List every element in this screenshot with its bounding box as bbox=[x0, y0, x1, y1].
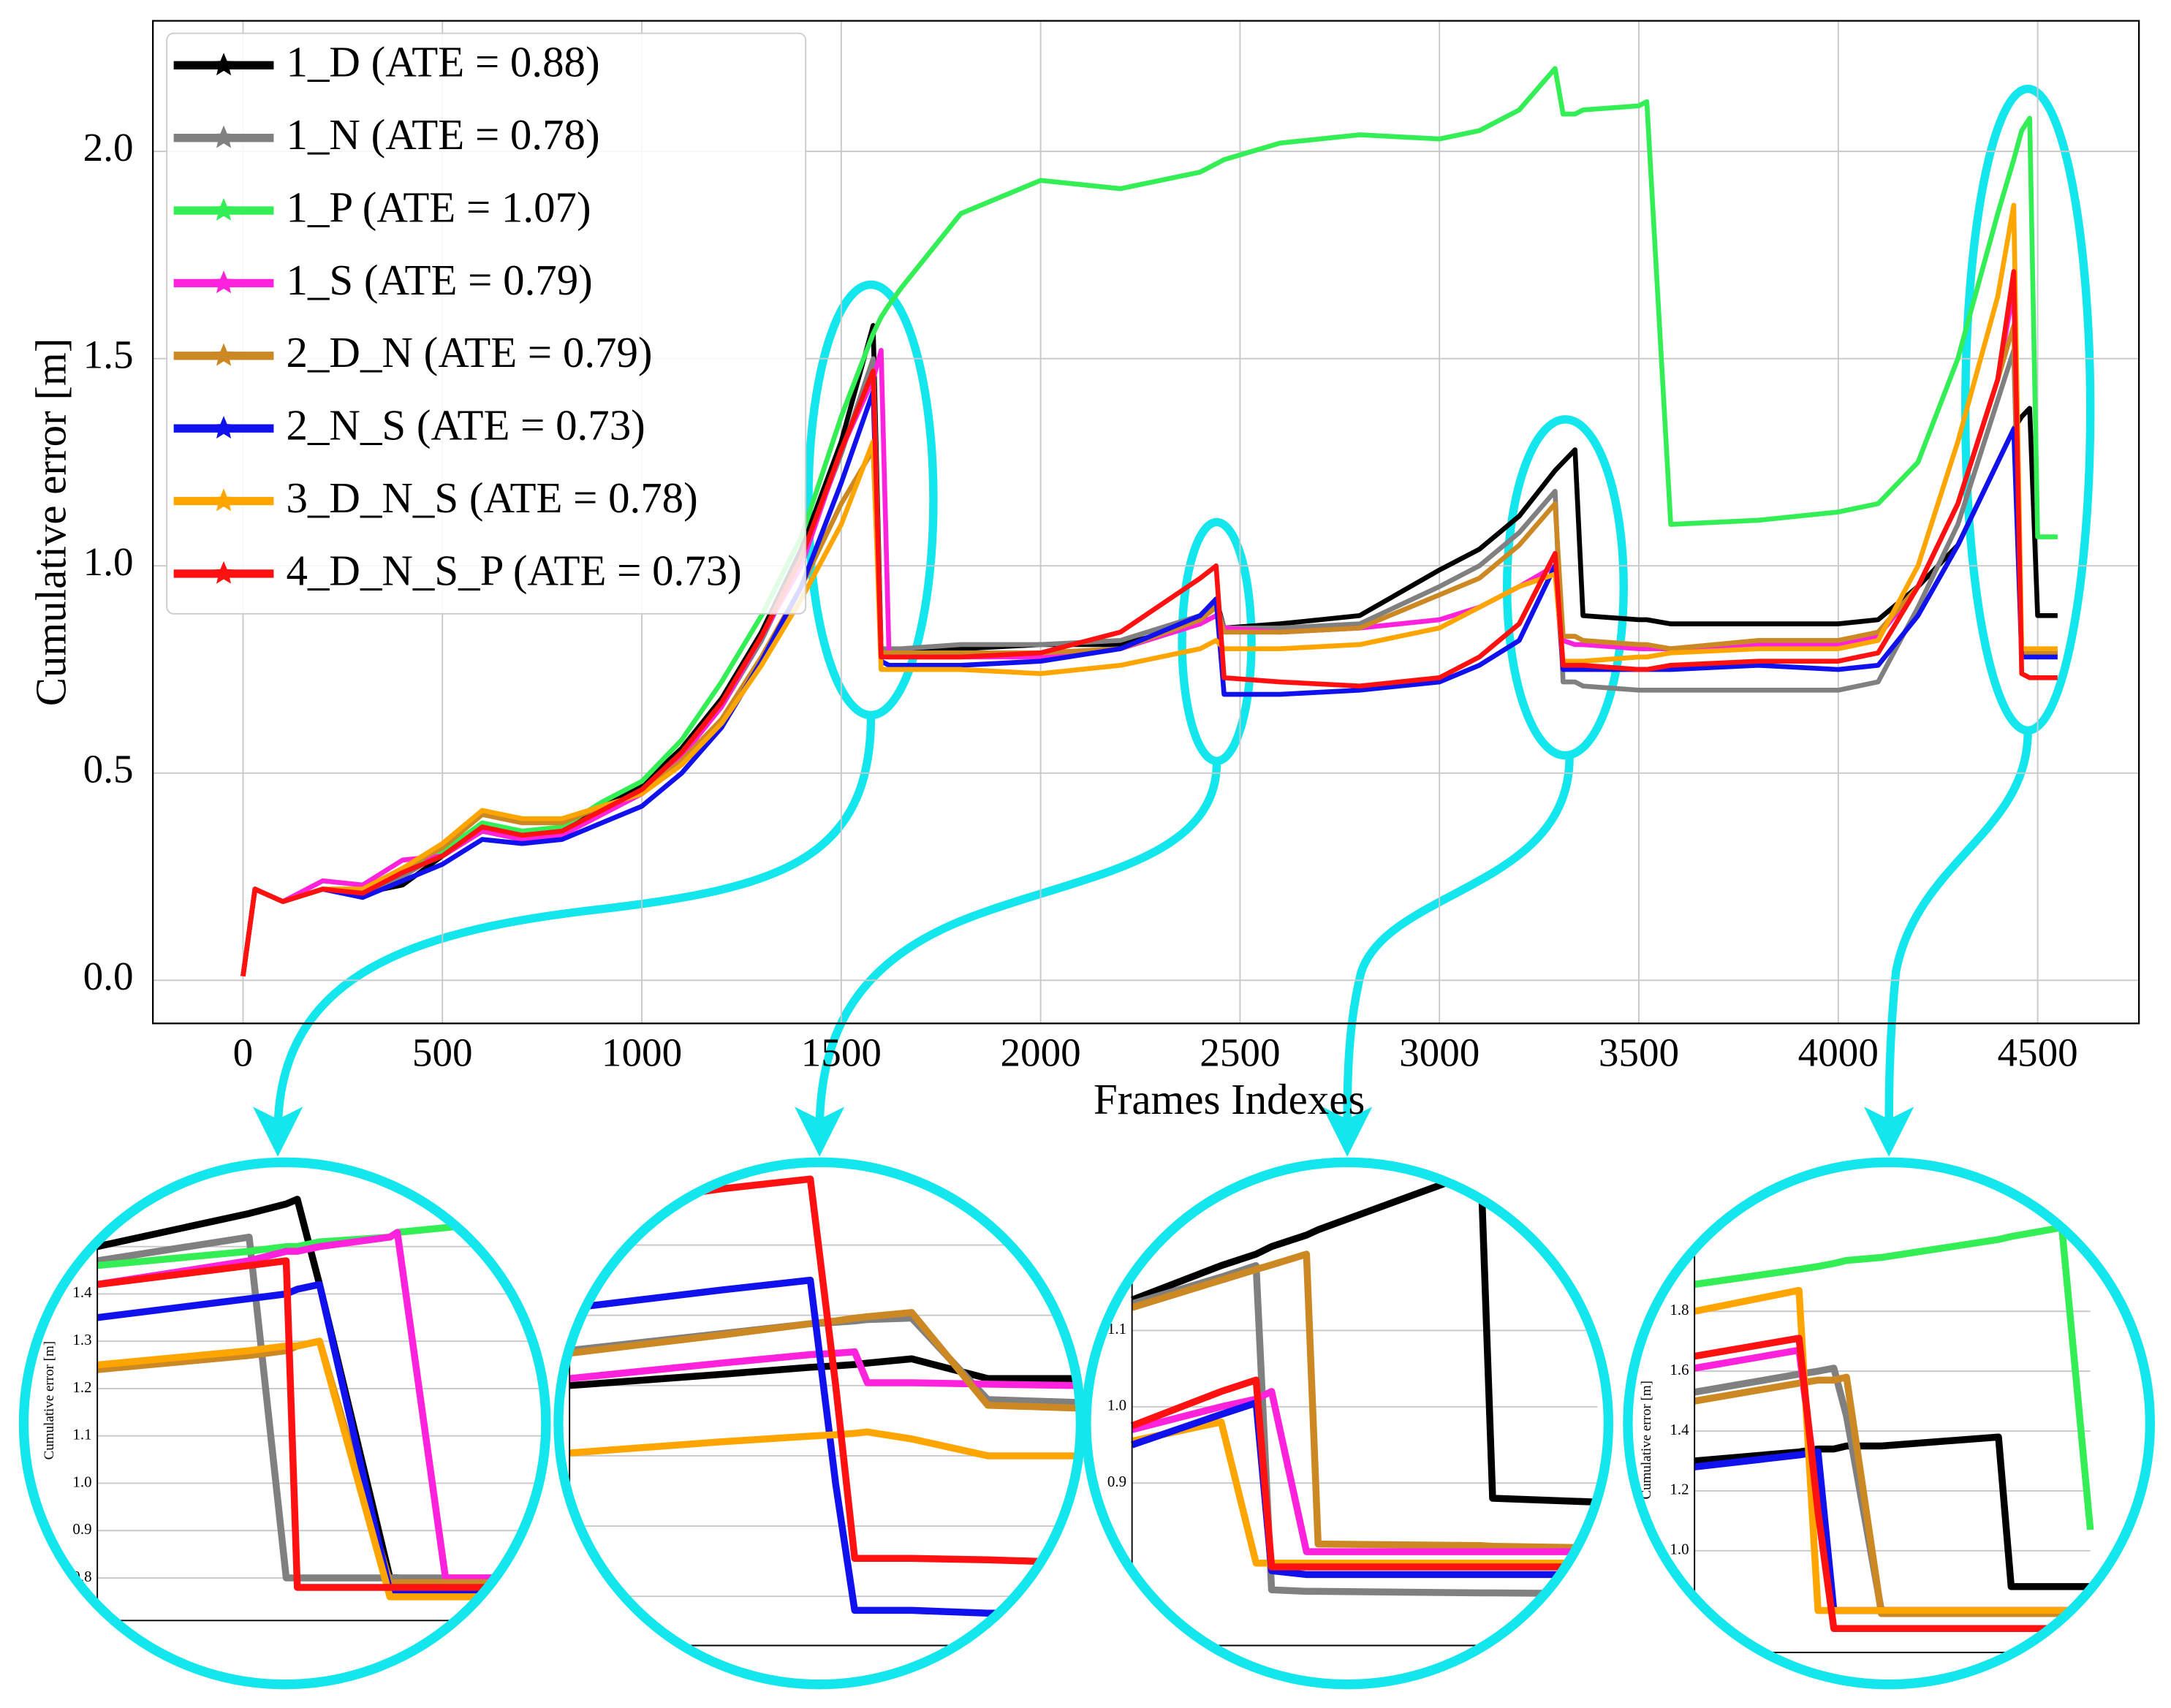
x-tick-label: 4000 bbox=[1798, 1031, 1879, 1075]
x-axis-label: Frames Indexes bbox=[1094, 1076, 1365, 1123]
legend-box bbox=[166, 32, 807, 615]
legend-marker bbox=[211, 53, 236, 76]
legend-label: 1_N (ATE = 0.78) bbox=[287, 111, 600, 159]
series-line bbox=[1131, 1388, 1598, 1555]
y-tick-label: 1.5 bbox=[83, 332, 134, 376]
legend-marker bbox=[211, 561, 236, 584]
inset-circle bbox=[1623, 1157, 2155, 1690]
inset-plot: 0.91.01.1 bbox=[1090, 1166, 1604, 1680]
inset-circle bbox=[18, 1157, 551, 1690]
legend-label: 1_D (ATE = 0.88) bbox=[287, 39, 600, 86]
series-line bbox=[569, 1348, 1077, 1389]
series-line bbox=[1130, 1376, 1598, 1571]
y-tick-label: 1.4 bbox=[1670, 1421, 1689, 1438]
x-tick-label: 2500 bbox=[1200, 1031, 1280, 1075]
inset-y-label: Cumulative error [m] bbox=[42, 1341, 57, 1460]
y-tick-label: 0.90 bbox=[537, 1305, 564, 1322]
series-line bbox=[240, 389, 2058, 977]
y-tick-label: 1.2 bbox=[72, 1378, 91, 1396]
x-tick-label: 2000 bbox=[1001, 1031, 1081, 1075]
series-line bbox=[240, 322, 2058, 977]
series-line bbox=[1131, 1250, 1598, 1552]
series-line bbox=[240, 202, 2058, 977]
y-tick-label: 0.75 bbox=[537, 1516, 564, 1533]
inset-plot: 1.0 1.2 1.4 1.6 1.8 Cumulative error [m] bbox=[1632, 1166, 2146, 1680]
legend-label: 1_S (ATE = 0.79) bbox=[287, 257, 593, 304]
y-axis-label: Cumulative error [m] bbox=[28, 338, 75, 707]
legend-marker bbox=[211, 197, 236, 221]
y-tick-label: 1.8 bbox=[1670, 1301, 1689, 1318]
series-line bbox=[569, 1309, 1077, 1412]
series-line bbox=[1694, 1335, 2091, 1632]
series-line bbox=[96, 1229, 542, 1582]
x-tick-label: 3000 bbox=[1399, 1031, 1479, 1075]
series-line bbox=[240, 66, 2058, 977]
series-line bbox=[1694, 1223, 2094, 1530]
x-tick-label: 500 bbox=[412, 1031, 473, 1075]
inset-background bbox=[1632, 1166, 2146, 1680]
legend-marker bbox=[211, 270, 236, 294]
series-line bbox=[96, 1280, 542, 1596]
y-tick-label: 1.4 bbox=[72, 1283, 92, 1301]
series-line bbox=[96, 1337, 542, 1601]
inset-circle bbox=[1081, 1157, 1613, 1690]
zoom-ellipses bbox=[804, 84, 2095, 765]
y-tick-label: 1.0 bbox=[1107, 1397, 1126, 1414]
legend-marker bbox=[211, 125, 236, 148]
inset-circle bbox=[553, 1157, 1086, 1690]
legend: 1_D (ATE = 0.88) 1_N (ATE = 0.78) 1_P (ATE… bbox=[166, 32, 807, 615]
series-line bbox=[569, 1175, 1077, 1566]
legend-label: 2_D_N (ATE = 0.79) bbox=[287, 329, 653, 376]
series-line bbox=[1131, 1418, 1598, 1567]
legend-marker bbox=[211, 416, 236, 439]
x-tick-label: 4500 bbox=[1997, 1031, 2077, 1075]
legend-label: 1_P (ATE = 1.07) bbox=[287, 183, 591, 231]
x-tick-label: 1000 bbox=[602, 1031, 682, 1075]
x-tick-label: 1500 bbox=[801, 1031, 882, 1075]
y-tick-label: 0.9 bbox=[72, 1520, 91, 1538]
connector bbox=[794, 762, 1221, 1157]
x-tick-label: 3500 bbox=[1599, 1031, 1679, 1075]
legend-label: 3_D_N_S (ATE = 0.78) bbox=[287, 474, 698, 522]
series-line bbox=[1130, 1166, 1598, 1506]
series-line bbox=[569, 1428, 1077, 1460]
series-line bbox=[96, 1215, 542, 1269]
legend-marker bbox=[211, 343, 236, 366]
y-tick-label: 0.9 bbox=[1107, 1473, 1126, 1490]
connector bbox=[1322, 756, 1574, 1157]
y-tick-label: 1.0 bbox=[83, 539, 134, 584]
y-tick-label: 2.0 bbox=[83, 125, 134, 170]
series-line bbox=[569, 1276, 1077, 1617]
series-line bbox=[240, 269, 2058, 977]
y-tick-label: 1.1 bbox=[72, 1426, 91, 1443]
connectors bbox=[252, 716, 2032, 1157]
series-line bbox=[1131, 1399, 1598, 1579]
y-tick-label: 1.0 bbox=[72, 1473, 91, 1490]
legend-label: 2_N_S (ATE = 0.73) bbox=[287, 402, 645, 449]
y-tick-label: 1.0 bbox=[1670, 1541, 1689, 1558]
y-tick-label: 0.70 bbox=[537, 1586, 564, 1603]
y-tick-label: 0.5 bbox=[83, 746, 134, 791]
inset-y-label: Cumulative error [m] bbox=[1639, 1381, 1654, 1500]
series-line bbox=[240, 285, 2058, 977]
legend-label: 4_D_N_S_P (ATE = 0.73) bbox=[287, 547, 742, 594]
inset-plot: 0.700.750.800.850.900.95Cumulative error… bbox=[537, 1166, 1077, 1680]
connector bbox=[252, 716, 876, 1157]
plot-frame bbox=[152, 20, 2140, 1025]
zoom-ellipse bbox=[1502, 415, 1628, 760]
series-line bbox=[96, 1257, 542, 1591]
x-tick-label: 0 bbox=[233, 1031, 254, 1075]
y-tick-label: 0.0 bbox=[83, 954, 134, 998]
y-tick-label: 1.2 bbox=[1670, 1481, 1689, 1498]
zoom-ellipse bbox=[804, 280, 938, 720]
legend-marker bbox=[211, 488, 236, 512]
y-tick-label: 1.6 bbox=[1670, 1361, 1689, 1378]
zoom-ellipse bbox=[1178, 517, 1256, 765]
y-tick-label: 0.95 bbox=[537, 1234, 564, 1252]
y-tick-label: 1.3 bbox=[72, 1331, 91, 1348]
connector bbox=[1863, 732, 2032, 1157]
